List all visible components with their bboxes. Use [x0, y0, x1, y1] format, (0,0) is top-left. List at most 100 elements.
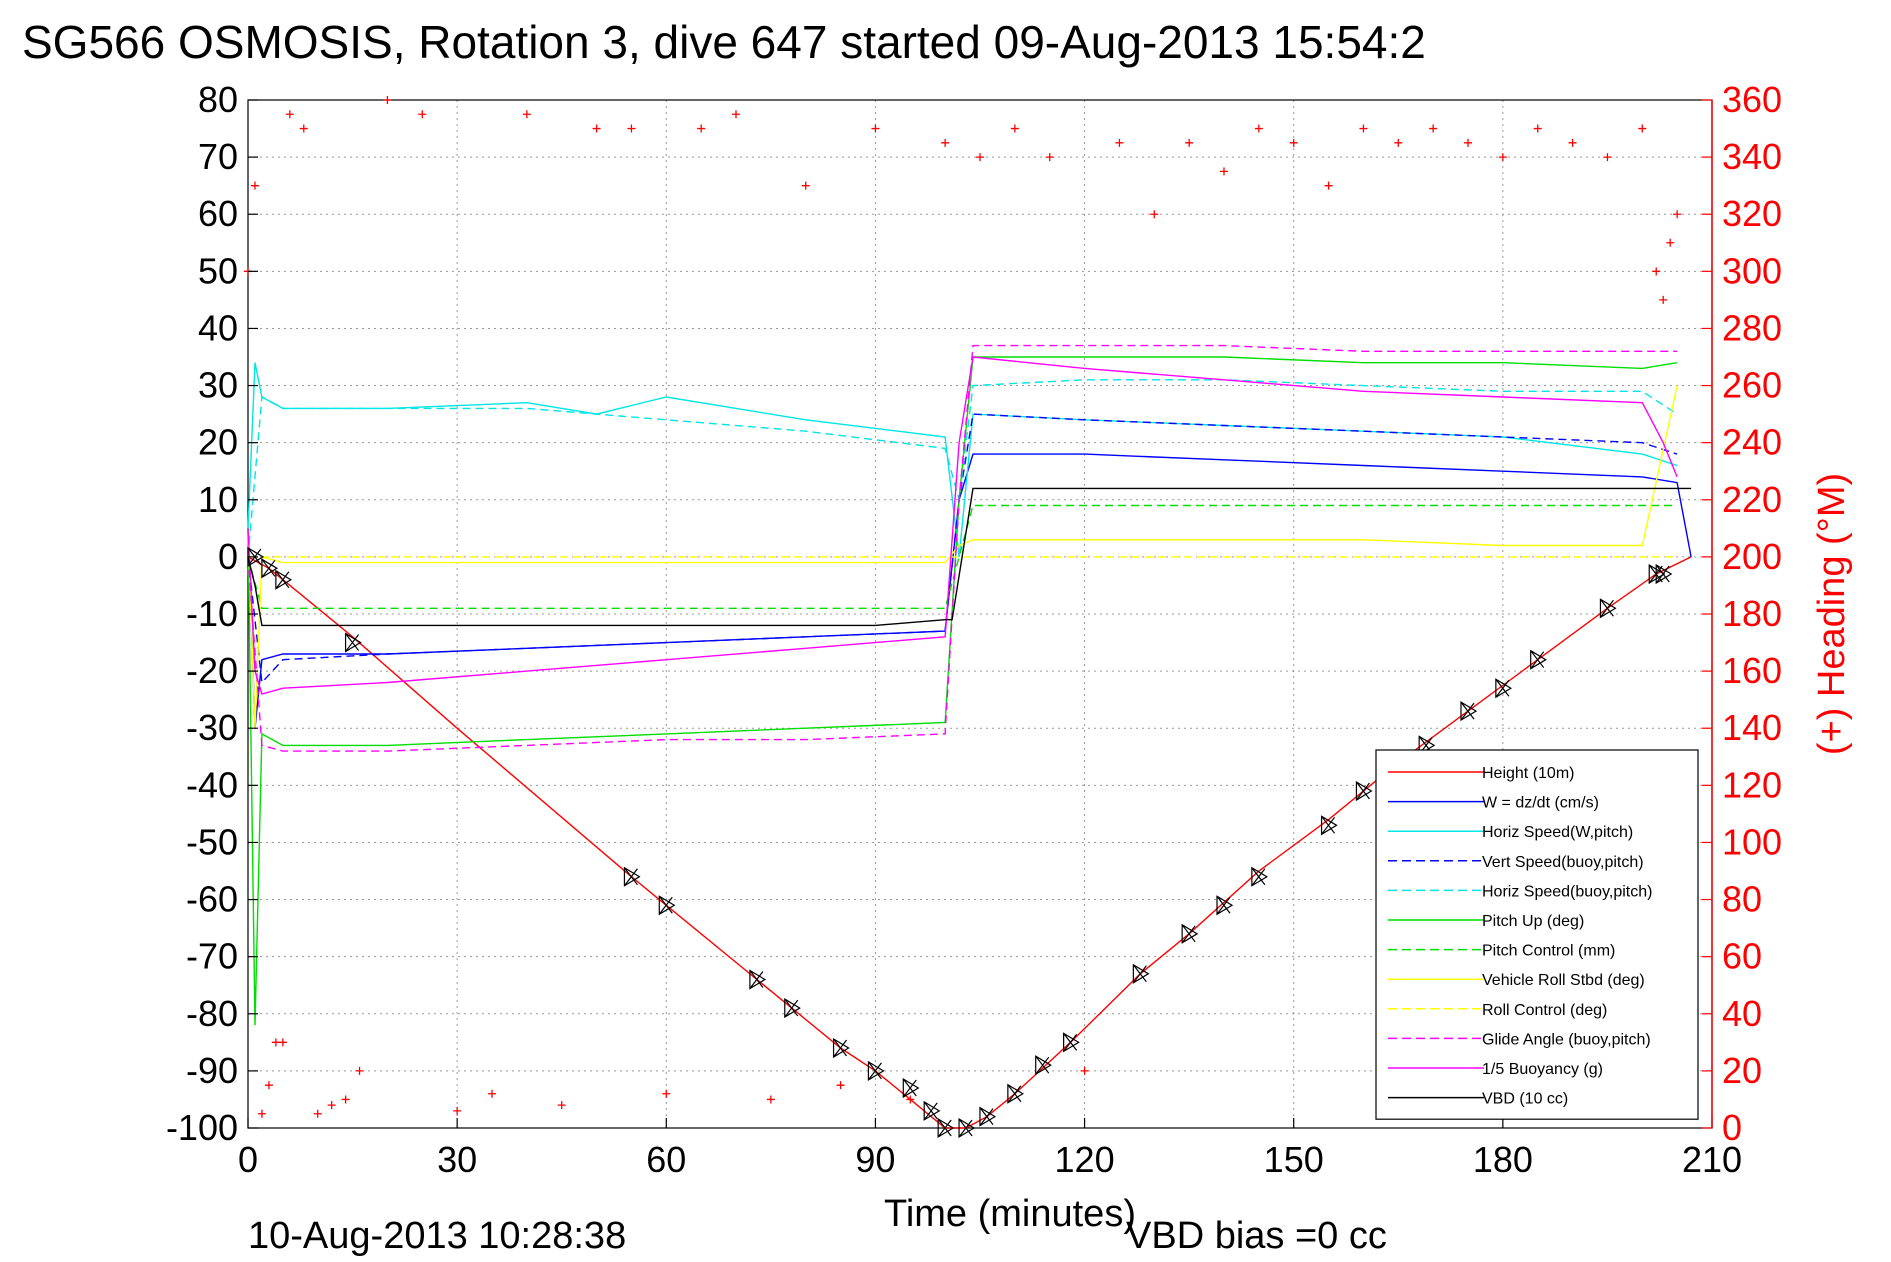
chart-title: SG566 OSMOSIS, Rotation 3, dive 647 star… — [22, 16, 1426, 68]
heading-point — [1289, 138, 1298, 147]
heading-point — [1324, 181, 1333, 190]
heading-point — [285, 110, 294, 119]
series-line — [247, 385, 1678, 729]
right-tick-label: 200 — [1722, 536, 1782, 577]
heading-point — [264, 1081, 273, 1090]
y-tick-label: -10 — [186, 593, 238, 634]
right-tick-label: 260 — [1722, 365, 1782, 406]
y-tick-label: -20 — [186, 650, 238, 691]
heading-point — [522, 110, 531, 119]
heading-point — [1429, 124, 1438, 133]
heading-point — [1010, 124, 1019, 133]
right-tick-label: 0 — [1722, 1107, 1742, 1148]
y-tick-label: -30 — [186, 707, 238, 748]
height-marker — [1599, 598, 1617, 619]
heading-point — [941, 138, 950, 147]
footer-timestamp: 10-Aug-2013 10:28:38 — [248, 1215, 626, 1257]
height-marker — [749, 969, 767, 990]
heading-point — [627, 124, 636, 133]
legend-label: Pitch Up (deg) — [1482, 913, 1584, 930]
heading-point — [662, 1089, 671, 1098]
heading-point — [1394, 138, 1403, 147]
height-marker — [1495, 678, 1513, 699]
x-axis-ticks: 0 30 60 90 120 150 180 210 — [238, 1118, 1742, 1180]
x-tick-label: 180 — [1473, 1139, 1533, 1180]
heading-point — [383, 96, 392, 104]
height-marker — [1132, 963, 1150, 984]
y-tick-label: 70 — [198, 136, 238, 177]
legend-label: 1/5 Buoyancy (g) — [1482, 1061, 1603, 1078]
heading-point — [1045, 153, 1054, 162]
heading-point — [355, 1066, 364, 1075]
heading-point — [1638, 124, 1647, 133]
heading-point — [1080, 1066, 1089, 1075]
right-tick-label: 40 — [1722, 993, 1762, 1034]
height-marker — [1007, 1083, 1025, 1104]
heading-point — [1666, 238, 1675, 247]
height-marker — [1063, 1032, 1080, 1053]
heading-point — [488, 1089, 496, 1098]
right-tick-label: 360 — [1722, 79, 1782, 120]
height-marker — [275, 569, 293, 590]
right-tick-label: 300 — [1722, 250, 1782, 291]
right-tick-label: 320 — [1722, 193, 1782, 234]
y-tick-label: -90 — [186, 1050, 238, 1091]
series-line — [247, 379, 1678, 557]
heading-point — [257, 1109, 266, 1118]
height-marker — [1035, 1055, 1052, 1076]
height-marker — [923, 1100, 941, 1121]
heading-point — [1673, 210, 1682, 219]
heading-point — [1150, 210, 1159, 219]
height-marker — [1320, 815, 1338, 836]
x-tick-label: 60 — [646, 1139, 686, 1180]
x-axis-label: Time (minutes) — [884, 1193, 1136, 1235]
y-axis-ticks: 80 70 60 50 40 30 20 10 0 -10 -20 -30 -40 -50 -60 -70 -8… — [166, 79, 258, 1148]
heading-point — [313, 1109, 322, 1118]
x-tick-label: 90 — [855, 1139, 895, 1180]
height-marker — [344, 632, 362, 653]
series-line — [247, 344, 1678, 752]
right-tick-label: 140 — [1722, 707, 1782, 748]
heading-point — [1498, 153, 1507, 162]
y-tick-label: 40 — [198, 307, 238, 348]
heading-point — [557, 1101, 566, 1110]
series-lines — [247, 344, 1692, 1129]
heading-point — [299, 124, 308, 133]
height-marker — [261, 558, 279, 579]
heading-point — [250, 181, 259, 190]
x-tick-label: 0 — [238, 1139, 258, 1180]
legend-label: Pitch Control (mm) — [1482, 943, 1615, 960]
heading-point — [1603, 153, 1612, 162]
heading-point — [871, 124, 880, 133]
right-tick-label: 220 — [1722, 479, 1782, 520]
right-tick-label: 120 — [1722, 764, 1782, 805]
height-marker — [867, 1060, 885, 1081]
y-tick-label: 30 — [198, 365, 238, 406]
series-line — [247, 356, 1678, 695]
legend-box — [1375, 749, 1699, 1120]
heading-point — [1533, 124, 1542, 133]
right-axis-label: (+) Heading (°M) — [1811, 473, 1853, 755]
y-tick-label: 80 — [198, 79, 238, 120]
height-marker — [979, 1106, 997, 1127]
footer-vbd-bias: VBD bias =0 cc — [1126, 1215, 1387, 1257]
heading-point — [801, 181, 810, 190]
series-line — [247, 453, 1692, 729]
legend: Height (10m) W = dz/dt (cm/s) Horiz Speed(… — [1375, 749, 1699, 1120]
heading-point — [271, 1038, 280, 1047]
legend-label: W = dz/dt (cm/s) — [1482, 795, 1599, 812]
right-tick-label: 340 — [1722, 136, 1782, 177]
height-markers — [247, 546, 1673, 1139]
height-marker — [1355, 780, 1373, 802]
y-tick-label: -50 — [186, 821, 238, 862]
x-tick-label: 210 — [1682, 1139, 1742, 1180]
heading-point — [976, 153, 984, 162]
heading-point — [1568, 138, 1577, 147]
heading-point — [1254, 124, 1263, 133]
heading-point — [341, 1095, 350, 1104]
right-tick-label: 20 — [1722, 1050, 1762, 1091]
heading-point — [327, 1101, 336, 1110]
height-marker — [1251, 866, 1269, 887]
right-axis-ticks: 3603403203002802602402202001801601401201… — [1702, 79, 1782, 1148]
right-tick-label: 100 — [1722, 821, 1782, 862]
